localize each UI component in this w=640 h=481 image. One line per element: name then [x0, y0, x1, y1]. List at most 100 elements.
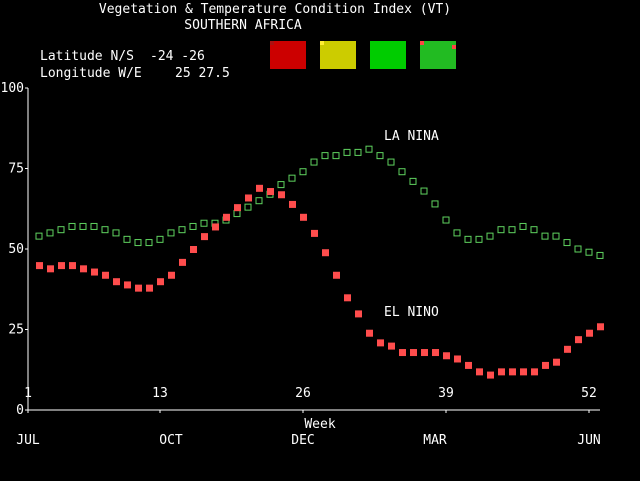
swatch-cell: [386, 65, 390, 69]
swatch-cell: [378, 57, 382, 61]
swatch-cell: [274, 57, 278, 61]
swatch-cell: [336, 45, 340, 49]
swatch-cell: [436, 61, 440, 65]
swatch-cell: [340, 53, 344, 57]
swatch-cell: [390, 53, 394, 57]
latitude-values: -24 -26: [150, 49, 205, 64]
data-point: [255, 197, 263, 205]
swatch-cell: [270, 49, 274, 53]
data-point: [178, 226, 186, 234]
swatch-cell: [352, 57, 356, 61]
data-point: [256, 184, 263, 192]
swatch-cell: [452, 61, 456, 65]
data-point: [520, 368, 527, 376]
swatch-cell: [398, 45, 402, 49]
swatch-cell: [382, 49, 386, 53]
data-point: [79, 222, 87, 230]
data-point: [541, 232, 549, 240]
data-point: [289, 200, 296, 208]
swatch-cell: [278, 61, 282, 65]
swatch-cell: [352, 61, 356, 65]
swatch-cell: [348, 61, 352, 65]
swatch-cell: [382, 65, 386, 69]
data-point: [278, 191, 285, 199]
swatch-cell: [294, 45, 298, 49]
x-tick-label: 52: [581, 386, 597, 401]
data-point: [519, 222, 527, 230]
data-point: [487, 371, 494, 379]
x-axis-label: Week: [304, 417, 335, 432]
swatch-cell: [278, 57, 282, 61]
data-point: [245, 194, 252, 202]
swatch-cell: [340, 49, 344, 53]
data-point: [366, 329, 373, 337]
swatch-cell: [390, 65, 394, 69]
data-point: [47, 265, 54, 273]
swatch-cell: [402, 65, 406, 69]
swatch-cell: [328, 65, 332, 69]
swatch-cell: [436, 45, 440, 49]
data-point: [321, 152, 329, 160]
swatch-cell: [398, 57, 402, 61]
swatch-cell: [452, 45, 456, 49]
data-point: [442, 216, 450, 224]
swatch-cell: [452, 65, 456, 69]
data-point: [388, 342, 395, 350]
data-point: [322, 249, 329, 257]
swatch-cell: [448, 45, 452, 49]
swatch-cell: [332, 41, 336, 45]
swatch-cell: [374, 57, 378, 61]
swatch-cell: [324, 57, 328, 61]
data-point: [530, 226, 538, 234]
swatch-cell: [298, 61, 302, 65]
swatch-cell: [278, 45, 282, 49]
swatch-cell: [394, 65, 398, 69]
swatch-cell: [328, 49, 332, 53]
swatch-cell: [424, 61, 428, 65]
swatch-cell: [440, 41, 444, 45]
month-label: JUL: [16, 433, 40, 448]
data-point: [134, 239, 142, 247]
data-point: [509, 368, 516, 376]
data-point: [453, 229, 461, 237]
data-point: [564, 345, 571, 353]
swatch-cell: [374, 49, 378, 53]
swatch-cell: [402, 49, 406, 53]
data-point: [387, 158, 395, 166]
swatch-cell: [270, 65, 274, 69]
swatch-cell: [420, 65, 424, 69]
swatch-cell: [298, 57, 302, 61]
swatch-cell: [374, 45, 378, 49]
swatch-cell: [274, 61, 278, 65]
swatch-cell: [336, 65, 340, 69]
swatch-cell: [348, 41, 352, 45]
data-point: [377, 339, 384, 347]
swatch-cell: [286, 61, 290, 65]
swatch-cell: [302, 49, 306, 53]
swatch-cell: [332, 61, 336, 65]
swatch-cell: [344, 53, 348, 57]
data-point: [464, 235, 472, 243]
swatch-cell: [424, 65, 428, 69]
swatch-cell: [324, 45, 328, 49]
swatch-cell: [398, 49, 402, 53]
swatch-cell: [370, 45, 374, 49]
swatch-cell: [424, 41, 428, 45]
swatch-cell: [452, 49, 456, 53]
swatch-cell: [370, 65, 374, 69]
swatch-cell: [370, 49, 374, 53]
longitude-values: 25 27.5: [175, 66, 230, 81]
y-axis-ticks: 0 25 50 75 100: [1, 81, 28, 418]
swatch-cell: [336, 49, 340, 53]
swatch-cell: [428, 41, 432, 45]
swatch-cell: [436, 57, 440, 61]
swatch-cell: [282, 57, 286, 61]
data-point: [333, 271, 340, 279]
swatch-cell: [302, 41, 306, 45]
data-point: [376, 152, 384, 160]
swatch-cell: [390, 57, 394, 61]
data-point: [310, 158, 318, 166]
swatch-cell: [282, 41, 286, 45]
longitude-label: Longitude W/E: [40, 66, 142, 81]
